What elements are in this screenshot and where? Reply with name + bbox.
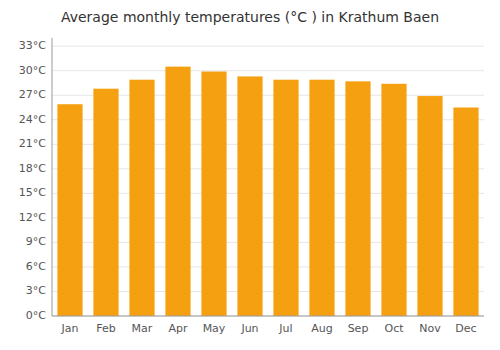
x-tick-label: Aug — [311, 322, 332, 335]
bar — [201, 72, 226, 316]
x-tick-label: Jan — [61, 322, 79, 335]
chart-title: Average monthly temperatures (°C ) in Kr… — [61, 9, 439, 25]
y-tick-label: 12°C — [19, 211, 46, 224]
bar — [273, 80, 298, 316]
y-tick-label: 15°C — [19, 186, 46, 199]
y-tick-label: 21°C — [19, 137, 46, 150]
bar — [237, 76, 262, 316]
bar — [129, 80, 154, 316]
x-tick-label: Oct — [384, 322, 404, 335]
bar — [165, 67, 190, 316]
y-tick-label: 27°C — [19, 88, 46, 101]
bar — [453, 108, 478, 317]
y-tick-label: 18°C — [19, 162, 46, 175]
x-tick-label: Jul — [278, 322, 292, 335]
y-tick-label: 3°C — [26, 284, 46, 297]
x-tick-label: Nov — [419, 322, 441, 335]
y-grid — [52, 46, 484, 316]
bar — [381, 84, 406, 316]
grid-line — [52, 316, 484, 317]
y-tick-label: 24°C — [19, 113, 46, 126]
bar — [93, 89, 118, 316]
y-tick-label: 0°C — [26, 309, 46, 322]
x-tick-label: Sep — [348, 322, 369, 335]
x-tick-label: Mar — [132, 322, 153, 335]
page: {"chart_data": {"type": "bar", "title": … — [0, 0, 500, 350]
chart-container: 0°C 3°C 6°C 9°C 12°C 15°C 18°C 21°C 24°C 27°C 30°C… — [0, 0, 500, 350]
bar — [309, 80, 334, 316]
bar — [417, 96, 442, 316]
y-tick-label: 9°C — [26, 235, 46, 248]
x-tick-label: Jun — [240, 322, 258, 335]
y-axis-line — [52, 38, 53, 316]
x-tick-label: May — [203, 322, 226, 335]
x-axis: Jan Feb Mar Apr May Jun Jul Aug Sep Oct Nov Dec — [61, 322, 477, 335]
y-axis: 0°C 3°C 6°C 9°C 12°C 15°C 18°C 21°C 24°C 27°C 30°C… — [19, 39, 46, 322]
x-tick-label: Feb — [96, 322, 115, 335]
y-tick-label: 30°C — [19, 64, 46, 77]
x-tick-label: Apr — [168, 322, 188, 335]
bar — [345, 81, 370, 316]
y-tick-label: 6°C — [26, 260, 46, 273]
bars — [57, 67, 478, 316]
x-axis-line — [52, 316, 484, 317]
bar — [57, 104, 82, 316]
y-tick-label: 33°C — [19, 39, 46, 52]
grid-line — [52, 70, 484, 71]
grid-line — [52, 46, 484, 47]
chart-svg: 0°C 3°C 6°C 9°C 12°C 15°C 18°C 21°C 24°C 27°C 30°C… — [0, 0, 500, 350]
x-tick-label: Dec — [455, 322, 476, 335]
